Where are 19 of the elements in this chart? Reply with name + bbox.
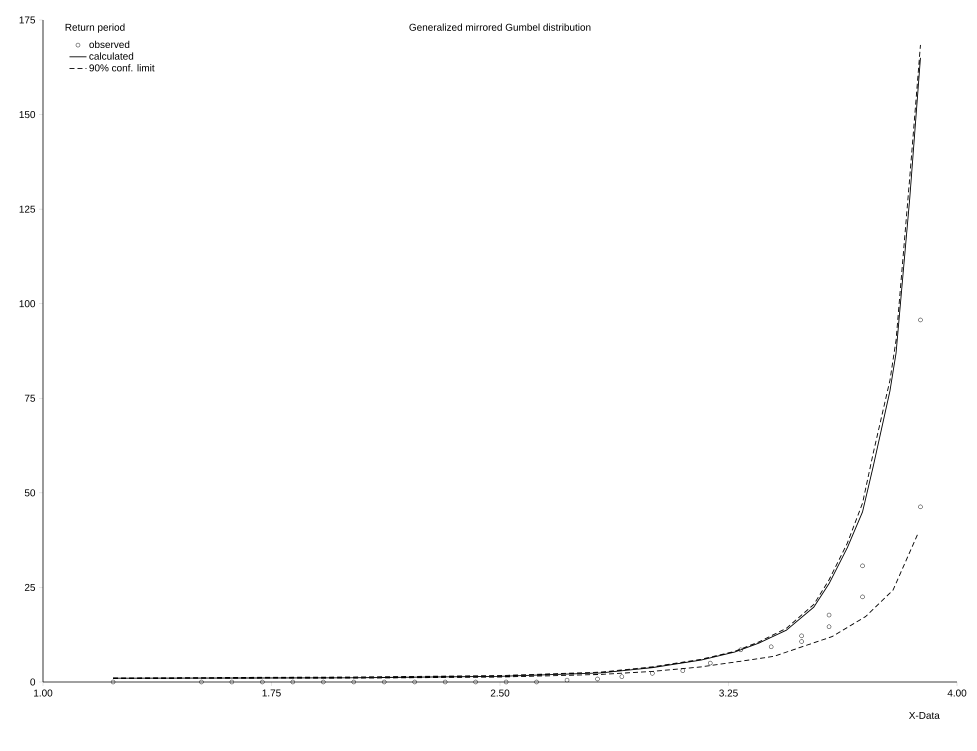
y-tick-label: 100 [20,300,36,308]
y-tick-label: 175 [20,16,36,24]
y-tick-label: 25 [24,584,36,591]
y-tick-label: 0 [30,678,36,686]
y-tick-label: 50 [24,489,36,496]
x-tick-label: 3.25 [719,690,738,697]
x-tick-label: 4.00 [948,690,966,697]
x-tick-label: 1.00 [34,690,52,697]
legend-title: Return period [66,24,125,33]
legend-label: calculated [89,52,134,60]
x-tick-label: 2.50 [490,690,510,697]
legend-label: 90% conf. limit [89,64,155,72]
y-tick-label: 150 [20,111,36,118]
chart-title: Generalized mirrored Gumbel distribution [409,24,590,31]
x-tick-label: 1.75 [262,690,281,696]
legend-label: observed [89,40,130,48]
y-tick-label: 125 [20,206,36,213]
x-axis-title: X-Data [908,712,940,719]
y-tick-label: 75 [24,394,36,402]
